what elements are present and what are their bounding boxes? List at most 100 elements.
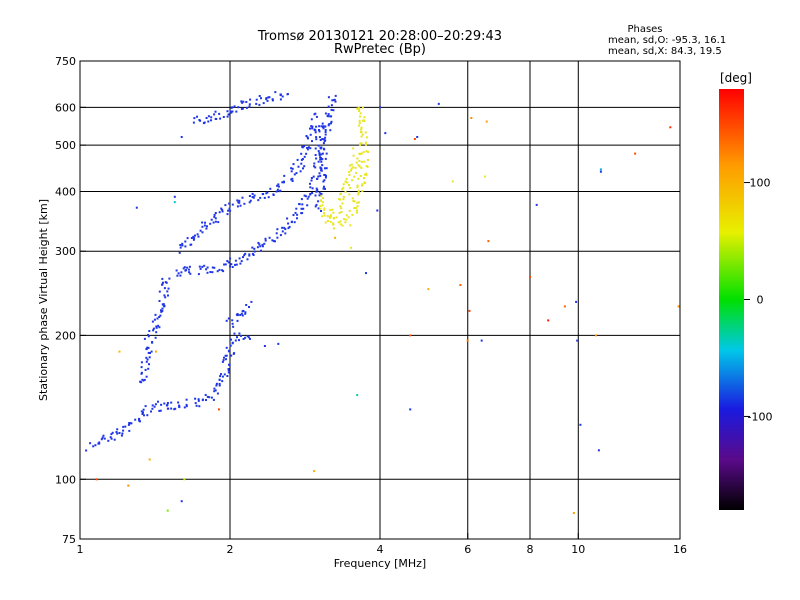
o-mode-point [332, 109, 335, 112]
x-mode-point [329, 209, 332, 211]
o-mode-point [322, 180, 325, 183]
o-mode-point [223, 356, 225, 359]
o-mode-point [297, 165, 300, 168]
o-mode-point [256, 246, 259, 249]
o-mode-point [306, 204, 309, 207]
o-mode-point [314, 131, 317, 134]
o-mode-point [251, 192, 254, 195]
y-axis-label: Stationary phase Virtual Height [km] [37, 199, 50, 401]
x-mode-point [322, 197, 325, 200]
o-mode-point [242, 256, 244, 259]
o-mode-point [324, 133, 327, 136]
o-mode-point [180, 271, 183, 274]
o-mode-point [216, 270, 219, 273]
x-mode-point [355, 171, 358, 174]
o-mode-point [262, 193, 265, 195]
o-mode-point [330, 108, 333, 111]
o-mode-point [103, 437, 106, 440]
o-mode-point [276, 236, 279, 239]
x-mode-point [358, 108, 361, 111]
o-mode-point [244, 312, 247, 315]
o-mode-point [261, 245, 264, 248]
o-mode-point [416, 136, 419, 138]
o-mode-point [260, 249, 262, 252]
o-mode-point [206, 395, 209, 398]
o-mode-point [192, 238, 195, 241]
o-mode-point [214, 220, 217, 223]
o-mode-point [134, 418, 137, 421]
o-mode-point [89, 442, 92, 445]
o-mode-point [325, 174, 327, 177]
o-mode-point [163, 402, 166, 405]
x-mode-point [360, 160, 363, 163]
o-mode-point [234, 263, 236, 266]
scattered-point [313, 470, 316, 473]
o-mode-point [209, 222, 212, 225]
o-mode-point [317, 175, 320, 178]
o-mode-point [102, 434, 105, 437]
o-mode-point [287, 227, 290, 230]
scattered-point [356, 394, 359, 397]
o-mode-point [164, 296, 167, 299]
x-mode-point [332, 216, 335, 219]
x-mode-point [323, 208, 326, 211]
o-mode-point [140, 371, 143, 374]
o-mode-point [301, 146, 304, 149]
o-mode-point [255, 102, 258, 105]
x-mode-point [358, 152, 361, 155]
x-mode-point [342, 198, 345, 201]
o-mode-point [315, 125, 318, 128]
o-mode-point [149, 352, 151, 354]
o-mode-point [290, 178, 293, 181]
y-tick-label: 100 [55, 473, 76, 486]
o-mode-point [276, 184, 279, 187]
x-mode-point [345, 214, 348, 217]
o-mode-point [290, 170, 293, 173]
o-mode-point [189, 272, 192, 275]
o-mode-point [253, 250, 256, 253]
o-mode-point [155, 325, 158, 328]
o-mode-point [597, 449, 600, 452]
o-mode-point [151, 404, 154, 407]
x-mode-point [357, 106, 360, 109]
o-mode-point [173, 408, 176, 411]
o-mode-point [241, 107, 244, 110]
o-mode-point [225, 346, 228, 349]
o-mode-point [248, 201, 251, 204]
o-mode-point [292, 214, 295, 216]
scattered-point [427, 288, 430, 291]
o-mode-point [295, 207, 298, 210]
x-mode-point [358, 124, 361, 127]
o-mode-point [138, 418, 140, 421]
o-mode-point [262, 102, 265, 105]
o-mode-point [220, 207, 223, 210]
o-mode-point [249, 199, 252, 202]
o-mode-point [291, 180, 294, 182]
colorbar-tick-label: 0 [757, 294, 764, 307]
x-tick-label: 2 [227, 543, 234, 556]
o-mode-point [173, 195, 176, 198]
scattered-point [466, 339, 469, 342]
o-mode-point [306, 197, 309, 200]
o-mode-point [224, 204, 227, 207]
o-mode-point [320, 167, 323, 170]
o-mode-point [303, 165, 306, 168]
x-mode-point [359, 115, 362, 118]
o-mode-point [201, 399, 204, 402]
o-mode-point [207, 115, 210, 118]
chart-subtitle: RwPretec (Bp) [334, 42, 426, 57]
o-mode-point [238, 339, 240, 342]
scattered-point [468, 309, 471, 312]
o-mode-point [599, 170, 602, 173]
o-mode-point [142, 379, 145, 382]
o-mode-point [272, 194, 275, 196]
o-mode-point [158, 326, 161, 329]
x-mode-point [319, 205, 322, 207]
o-mode-point [259, 196, 262, 199]
o-mode-point [185, 398, 188, 401]
o-mode-point [576, 339, 579, 342]
o-mode-point [320, 125, 323, 128]
o-mode-point [226, 115, 229, 118]
o-mode-point [218, 112, 221, 115]
o-mode-point [177, 272, 180, 275]
